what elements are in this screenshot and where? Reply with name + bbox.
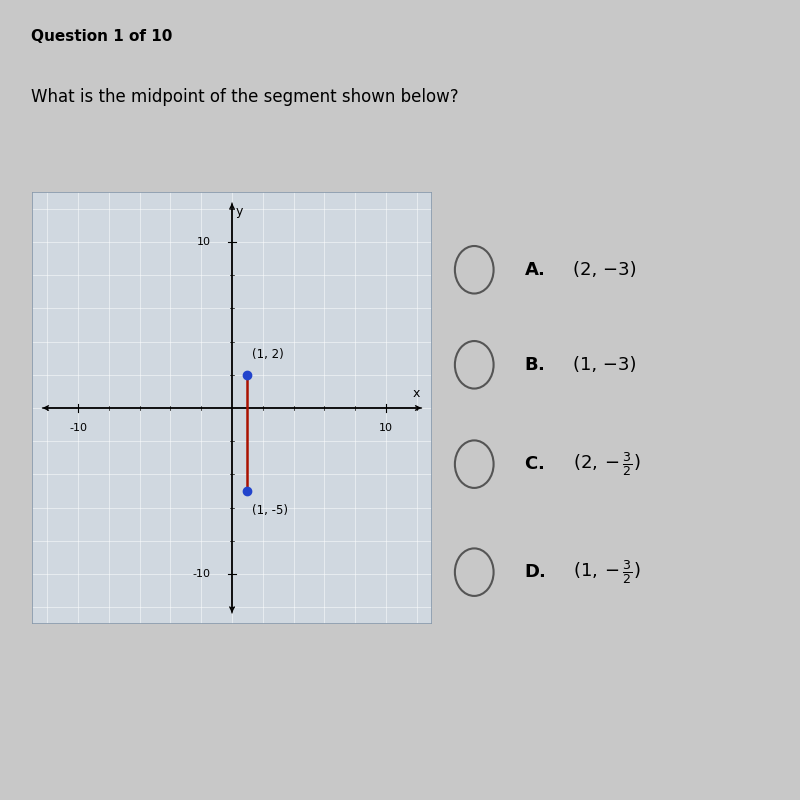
Text: x: x <box>413 386 420 399</box>
Text: $\mathbf{C.}$: $\mathbf{C.}$ <box>523 455 544 473</box>
Text: 10: 10 <box>379 423 393 433</box>
Text: -10: -10 <box>69 423 87 433</box>
Text: $(2, -\frac{3}{2})$: $(2, -\frac{3}{2})$ <box>573 450 640 478</box>
Text: $\mathbf{D.}$: $\mathbf{D.}$ <box>523 563 546 581</box>
Text: What is the midpoint of the segment shown below?: What is the midpoint of the segment show… <box>31 88 459 106</box>
Text: $\mathbf{B.}$: $\mathbf{B.}$ <box>523 356 544 374</box>
Text: y: y <box>236 206 243 218</box>
Text: $\mathbf{A.}$: $\mathbf{A.}$ <box>523 261 545 278</box>
Text: 10: 10 <box>197 237 210 247</box>
Text: (1, 2): (1, 2) <box>252 349 284 362</box>
Text: (2, −3): (2, −3) <box>573 261 637 278</box>
Text: (1, -5): (1, -5) <box>252 504 288 518</box>
Text: (1, −3): (1, −3) <box>573 356 636 374</box>
Text: -10: -10 <box>193 569 210 579</box>
Text: Question 1 of 10: Question 1 of 10 <box>31 29 173 44</box>
Text: $(1, -\frac{3}{2})$: $(1, -\frac{3}{2})$ <box>573 558 640 586</box>
